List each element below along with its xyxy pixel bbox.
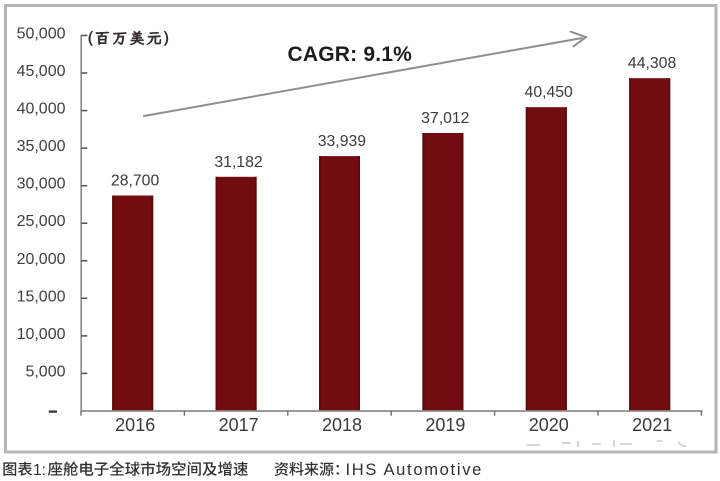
svg-text:20,000: 20,000 — [17, 251, 66, 268]
svg-text:40,000: 40,000 — [17, 101, 66, 118]
svg-text:45,000: 45,000 — [17, 63, 66, 80]
svg-text:1:: 1: — [33, 462, 46, 479]
svg-text:2019: 2019 — [425, 415, 465, 435]
svg-text:28,700: 28,700 — [111, 173, 160, 190]
svg-text:5,000: 5,000 — [25, 363, 65, 380]
svg-text:33,939: 33,939 — [318, 133, 367, 150]
svg-text:44,308: 44,308 — [628, 55, 677, 72]
svg-text:35,000: 35,000 — [17, 138, 66, 155]
svg-text:CAGR: 9.1%: CAGR: 9.1% — [288, 43, 413, 66]
svg-text:31,182: 31,182 — [214, 154, 262, 171]
svg-text:10,000: 10,000 — [17, 326, 66, 343]
svg-text:2017: 2017 — [219, 415, 259, 435]
svg-text:2020: 2020 — [529, 415, 569, 435]
svg-text:IHS Automotive: IHS Automotive — [346, 461, 484, 479]
svg-text:37,012: 37,012 — [421, 110, 469, 127]
svg-text:2021: 2021 — [632, 415, 672, 435]
svg-text:50,000: 50,000 — [17, 26, 66, 43]
svg-text:25,000: 25,000 — [17, 213, 66, 230]
svg-text:30,000: 30,000 — [17, 176, 66, 193]
svg-text:2016: 2016 — [115, 415, 155, 435]
svg-text:2018: 2018 — [322, 415, 362, 435]
svg-text:15,000: 15,000 — [17, 288, 66, 305]
svg-text:40,450: 40,450 — [525, 84, 574, 101]
